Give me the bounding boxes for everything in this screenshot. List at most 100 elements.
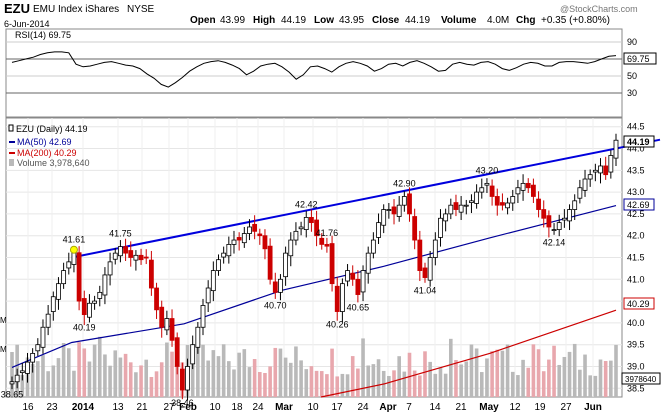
candle [463, 199, 469, 215]
candle-body [195, 326, 201, 348]
candle-body [608, 155, 614, 173]
candle-body [159, 306, 165, 328]
candle-body [474, 191, 480, 204]
candle [417, 230, 423, 282]
volume-bar [449, 338, 453, 397]
volume-bar [278, 348, 283, 397]
candle-body [221, 252, 227, 258]
candle [164, 310, 170, 336]
price-y-tick: 42.5 [627, 209, 645, 219]
candle [195, 322, 201, 354]
candle-body [582, 178, 588, 191]
candle-body [179, 368, 185, 391]
volume-bar [510, 371, 515, 397]
candle [61, 262, 67, 289]
candle-body [469, 200, 474, 203]
legend-volume-swatch [9, 159, 14, 166]
volume-label: Volume [441, 15, 477, 26]
volume-bar [407, 352, 412, 397]
candle-body [391, 206, 397, 215]
candle-body [143, 256, 149, 259]
candle [469, 194, 474, 214]
volume-value: 4.0M [487, 15, 509, 26]
volume-bar [371, 364, 376, 397]
x-axis-label: 12 [509, 402, 521, 412]
candle [174, 332, 180, 375]
volume-bar [72, 370, 76, 397]
candle [324, 237, 330, 253]
ma50-tag-text: 42.69 [627, 200, 650, 210]
volume-bar [283, 357, 288, 397]
candle [360, 265, 366, 302]
price-annotation: 41.04 [414, 286, 437, 296]
candle [30, 348, 36, 373]
candle [484, 178, 490, 193]
candle [128, 241, 134, 267]
volume-bar [263, 372, 267, 397]
candle-body [448, 204, 454, 215]
volume-bar [304, 369, 309, 397]
volume-bar [356, 368, 360, 397]
volume-bar [454, 360, 458, 397]
candle [298, 221, 304, 236]
volume-bar [242, 349, 247, 397]
volume-bar [485, 358, 489, 397]
candle-body [278, 278, 283, 293]
x-axis-label: 23 [46, 402, 58, 412]
candle-body [438, 217, 443, 238]
candle [288, 232, 294, 267]
volume-bar [366, 365, 371, 397]
volume-bar [252, 359, 257, 397]
volume-bar [113, 350, 118, 397]
volume-bar [402, 371, 407, 397]
candle-body [231, 239, 237, 245]
volume-bar [118, 357, 123, 397]
candle [515, 179, 521, 204]
volume-bar [82, 348, 87, 397]
volume-bar [387, 375, 391, 397]
price-annotation: 42.14 [543, 238, 566, 248]
candle-body [427, 257, 433, 281]
low-value: 43.95 [339, 15, 364, 26]
candle [267, 238, 273, 285]
volume-bar [134, 372, 138, 397]
volume-bar [294, 346, 298, 397]
volume-bar [335, 376, 340, 397]
volume-bar [128, 362, 133, 397]
volume-bar [392, 370, 396, 397]
volume-bar [149, 376, 154, 397]
candle [314, 210, 319, 247]
price-y-tick: 42.0 [627, 231, 645, 241]
volume-bar [536, 349, 541, 397]
candle [185, 358, 190, 401]
candle [365, 246, 371, 284]
candle-body [210, 270, 216, 292]
candle [345, 264, 350, 287]
candle-body [381, 209, 387, 226]
volume-bar [190, 356, 195, 397]
price-annotation: 38.65 [1, 390, 24, 400]
candle [216, 254, 221, 276]
volume-bar [56, 358, 61, 397]
x-axis-label: 18 [231, 402, 243, 412]
volume-bar [397, 356, 401, 397]
x-axis-label: 24 [252, 402, 264, 412]
candle-body [35, 344, 41, 352]
candle [14, 368, 20, 389]
x-axis-label: 19 [534, 402, 546, 412]
price-annotation: 40.26 [326, 320, 349, 330]
x-axis-label: May [479, 402, 499, 412]
candle [329, 235, 335, 292]
legend-ma200: MA(200) 40.29 [17, 148, 77, 158]
candle [391, 199, 397, 225]
candle-body [14, 374, 20, 383]
price-y-tick: 38.5 [627, 383, 645, 393]
candle-body [9, 381, 15, 385]
candle-body [355, 278, 361, 295]
volume-bar [216, 356, 221, 397]
volume-bar [170, 351, 174, 397]
candle-body [293, 230, 299, 241]
candle [231, 230, 237, 254]
candle [283, 246, 289, 286]
candle [494, 188, 500, 216]
